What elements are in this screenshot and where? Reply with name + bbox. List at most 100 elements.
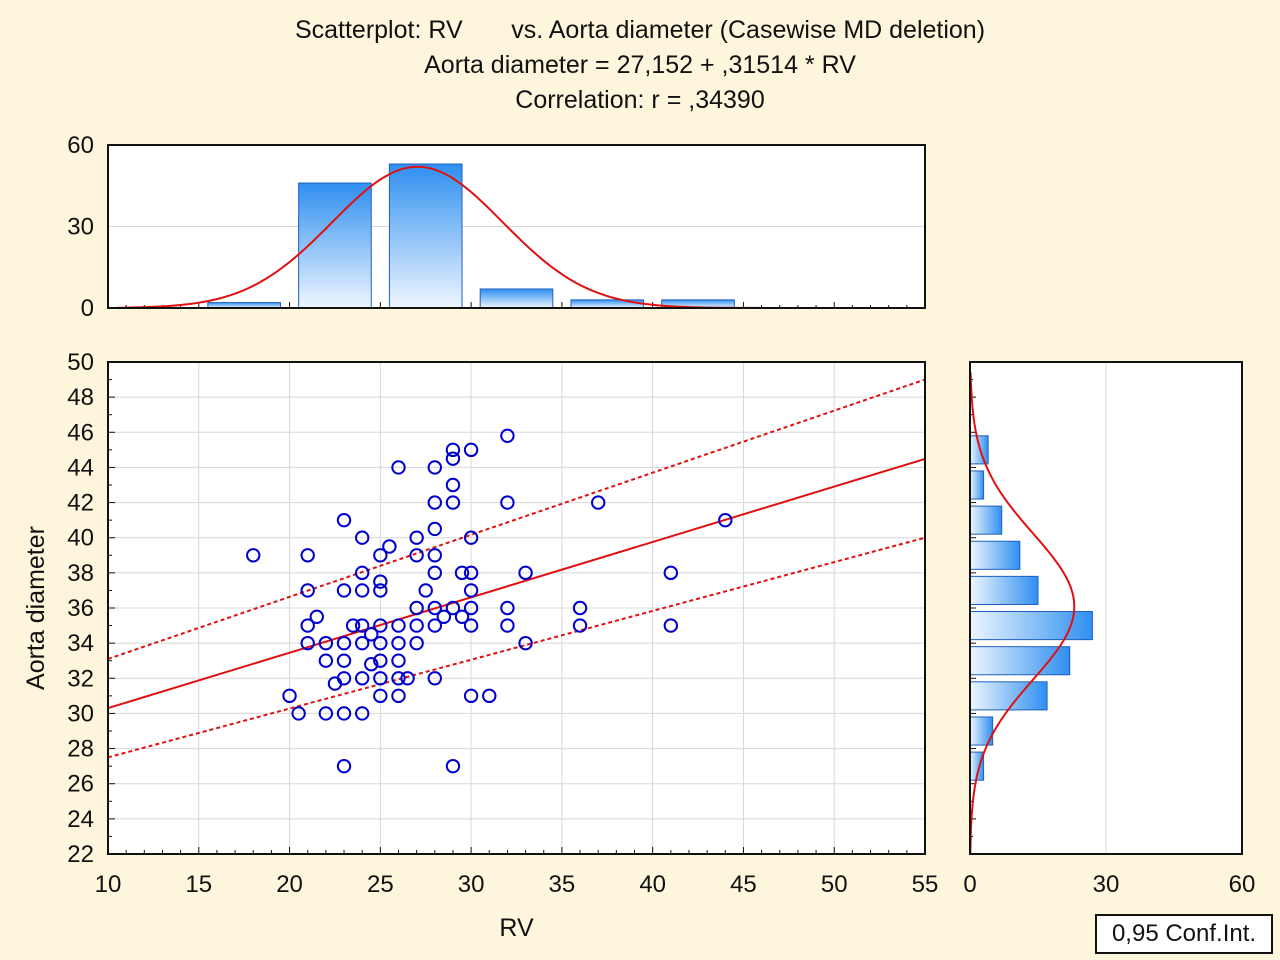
data-point: [463, 565, 479, 581]
data-point: [300, 548, 315, 563]
data-point: [427, 565, 442, 581]
x-tick-label: 55: [912, 871, 939, 898]
y-tick-label: 30: [67, 700, 94, 727]
x-tick-label: 20: [276, 871, 303, 898]
data-point: [409, 635, 424, 651]
right-hist-x-label: 30: [1093, 871, 1120, 898]
data-point: [364, 657, 379, 672]
data-point: [282, 688, 297, 704]
data-point: [427, 671, 442, 686]
top-hist-frame: [107, 144, 926, 309]
data-point: [336, 653, 352, 668]
confidence-lower-line: [108, 536, 925, 759]
right-hist-fit-curve: [969, 372, 1076, 855]
data-point: [482, 688, 497, 704]
data-point: [300, 635, 315, 651]
data-point: [409, 600, 424, 616]
data-point: [336, 583, 352, 598]
data-point: [454, 609, 470, 624]
data-point: [445, 758, 461, 774]
data-point: [373, 635, 388, 651]
top-hist-bar: [479, 288, 554, 309]
data-point: [500, 600, 515, 616]
data-point: [445, 600, 461, 616]
data-point: [445, 442, 461, 458]
data-point: [354, 530, 370, 545]
data-point: [391, 635, 406, 651]
y-tick-label: 38: [67, 560, 94, 587]
x-tick-label: 15: [185, 871, 212, 898]
y-tick-label: 24: [67, 806, 94, 833]
x-tick-label: 40: [639, 871, 666, 898]
data-point: [345, 618, 361, 633]
x-tick-label: 25: [367, 871, 394, 898]
data-point: [373, 583, 388, 598]
data-point: [336, 758, 352, 774]
data-point: [373, 574, 388, 589]
data-point: [463, 618, 479, 633]
data-point: [300, 583, 315, 598]
data-point: [373, 548, 388, 563]
data-point: [291, 706, 306, 721]
y-tick-label: 40: [67, 525, 94, 552]
data-point: [400, 671, 415, 686]
data-point: [463, 688, 479, 704]
data-point: [391, 653, 406, 668]
data-point: [318, 706, 334, 721]
data-point: [663, 565, 679, 581]
data-point: [373, 618, 388, 633]
top-hist-bar: [298, 182, 372, 309]
data-point: [336, 512, 352, 528]
data-point: [591, 495, 606, 510]
x-tick-label: 45: [730, 871, 757, 898]
data-point: [500, 428, 515, 443]
data-point: [463, 442, 479, 458]
data-point: [354, 706, 370, 721]
x-tick-label: 35: [549, 871, 576, 898]
y-tick-label: 28: [67, 736, 94, 763]
data-point: [463, 530, 479, 545]
data-point: [427, 618, 442, 633]
confidence-upper-line: [108, 378, 925, 660]
y-tick-label: 26: [67, 771, 94, 798]
data-point: [418, 583, 433, 598]
y-tick-label: 34: [67, 630, 94, 657]
y-tick-label: 48: [67, 384, 94, 411]
right-hist-bar: [969, 575, 1039, 605]
data-point: [354, 565, 370, 581]
data-point: [318, 635, 334, 651]
data-point: [518, 635, 533, 651]
data-point: [427, 600, 442, 616]
data-point: [572, 618, 588, 633]
x-tick-label: 50: [821, 871, 848, 898]
data-point: [336, 671, 352, 686]
data-point: [500, 618, 515, 633]
data-point: [373, 671, 388, 686]
regression-line: [108, 457, 925, 710]
data-point: [354, 618, 370, 633]
data-point: [427, 460, 442, 475]
data-point: [463, 583, 479, 598]
x-tick-label: 10: [95, 871, 122, 898]
data-point: [354, 583, 370, 598]
top-hist-y-label: 60: [67, 132, 94, 159]
data-point: [391, 618, 406, 633]
y-tick-label: 46: [67, 419, 94, 446]
data-point: [391, 671, 406, 686]
correlation-label: Correlation: r = ,34390: [515, 86, 765, 114]
data-point: [246, 548, 261, 563]
data-point: [391, 688, 406, 704]
data-point: [373, 688, 388, 704]
data-point: [336, 635, 352, 651]
data-point: [354, 635, 370, 651]
data-point: [427, 548, 442, 563]
data-point: [427, 495, 442, 510]
y-tick-label: 36: [67, 595, 94, 622]
data-point: [373, 653, 388, 668]
data-point: [500, 495, 515, 510]
data-point: [572, 600, 588, 616]
top-hist-bar: [388, 163, 463, 309]
data-point: [309, 609, 324, 624]
